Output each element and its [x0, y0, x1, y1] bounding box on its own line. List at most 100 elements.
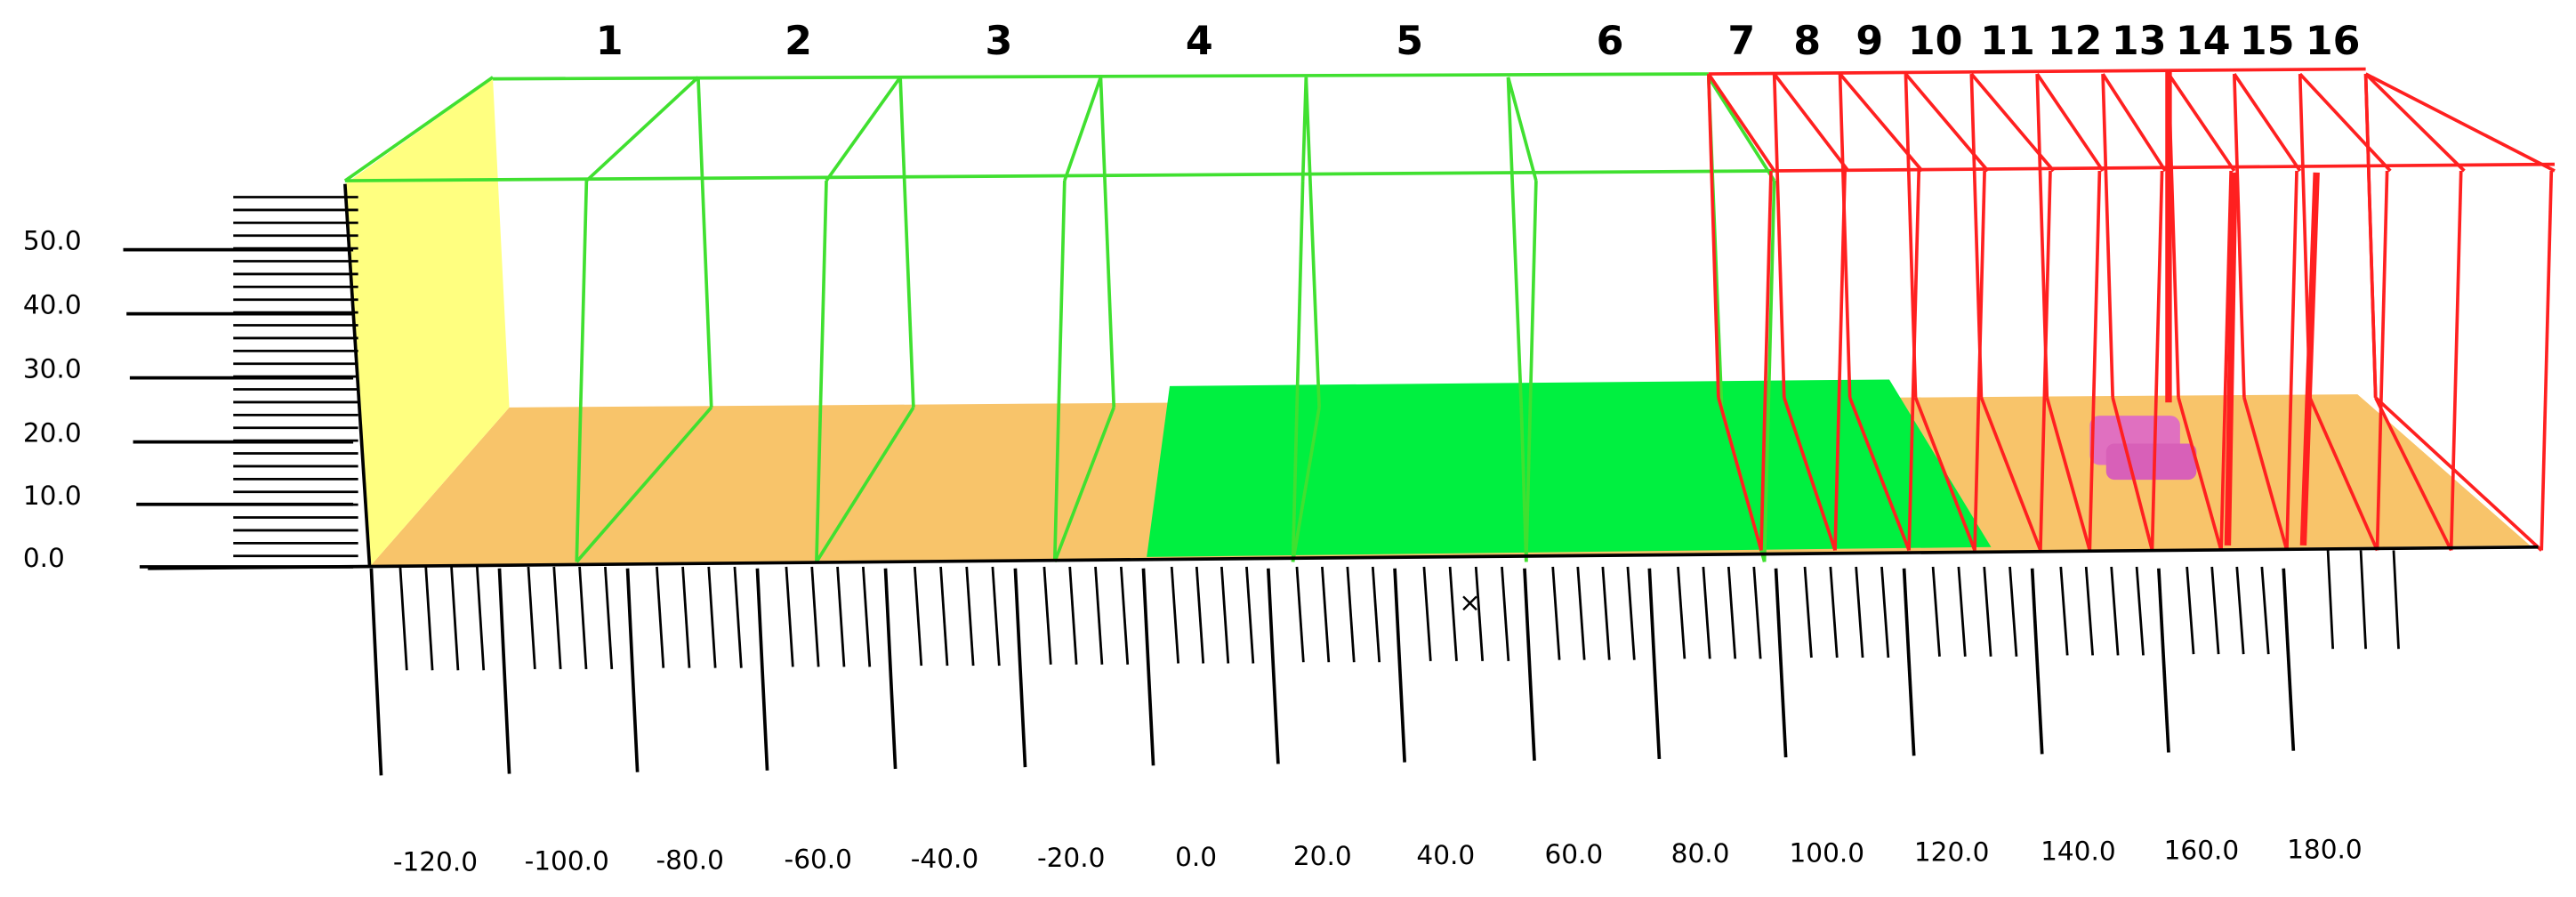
frame-edge: [1506, 77, 1538, 182]
x-minor-tick: [2260, 566, 2270, 655]
x-minor-tick: [1576, 566, 1586, 660]
x-minor-tick: [733, 566, 743, 668]
x-minor-tick: [1448, 566, 1458, 661]
frame-edge: [1762, 181, 1776, 562]
x-minor-tick: [1727, 566, 1737, 659]
frame-edge: [2374, 396, 2543, 552]
frame-edge: [1969, 74, 1984, 398]
x-minor-tick: [1474, 566, 1485, 661]
x-minor-tick: [1170, 566, 1180, 664]
x-major-tick: [2282, 568, 2296, 751]
x-minor-tick: [1855, 566, 1864, 659]
x-minor-tick: [2359, 550, 2367, 650]
bay-label: 8: [1793, 19, 1821, 64]
frame-edge: [2299, 172, 2320, 546]
y-tick-label: 10.0: [23, 481, 82, 511]
x-minor-tick: [1752, 566, 1762, 659]
x-major-tick: [497, 568, 511, 774]
pink-block: [2105, 443, 2197, 481]
frame-edge: [1707, 76, 1776, 182]
bay-label: 5: [1396, 19, 1423, 64]
x-minor-tick: [810, 566, 820, 667]
bay-label: 6: [1597, 19, 1624, 64]
frame-edge: [1506, 77, 1524, 408]
x-tick-label: 160.0: [2164, 836, 2240, 866]
axes: [123, 183, 2539, 776]
x-minor-tick: [1220, 566, 1230, 664]
x-tick-label: -60.0: [785, 844, 852, 875]
x-minor-tick: [604, 566, 614, 670]
frame-edge: [1783, 397, 1837, 552]
x-minor-tick: [1119, 566, 1130, 665]
frame-edge: [2364, 72, 2556, 173]
frame-edge: [1717, 397, 1763, 551]
frame-edge: [1772, 74, 1786, 398]
frame-edge: [1707, 73, 1776, 173]
frame-edge: [696, 77, 713, 408]
frame-edge: [1291, 181, 1305, 562]
x-minor-tick: [1422, 566, 1432, 661]
x-minor-tick: [1068, 566, 1078, 665]
frame-edge: [1759, 170, 1773, 551]
x-minor-tick: [1551, 566, 1561, 660]
x-minor-tick: [2084, 566, 2095, 656]
x-minor-tick: [2186, 566, 2195, 655]
origin-marker: ×: [1459, 587, 1481, 618]
frame-edge: [585, 76, 700, 182]
frame-edge: [2219, 170, 2233, 551]
x-tick-label: 0.0: [1175, 842, 1217, 872]
x-minor-tick: [552, 566, 562, 670]
x-minor-tick: [1321, 566, 1331, 663]
x-minor-tick: [656, 566, 665, 668]
bay-label: 13: [2112, 19, 2167, 64]
frame-edge: [2177, 397, 2223, 551]
x-minor-tick: [2210, 566, 2220, 655]
bay-label: 12: [2048, 19, 2103, 64]
frame-edge: [898, 77, 915, 408]
x-minor-tick: [527, 566, 536, 670]
x-tick-label: 60.0: [1544, 839, 1603, 869]
x-minor-tick: [1983, 566, 1992, 657]
bay-label: 10: [1908, 19, 1963, 64]
x-minor-tick: [1371, 566, 1381, 663]
x-tick-label: -80.0: [656, 845, 723, 876]
x-minor-tick: [1829, 566, 1839, 659]
bay-label: 3: [986, 19, 1013, 64]
frame-edge: [575, 181, 589, 562]
x-major-tick: [1647, 568, 1662, 760]
x-tick-label: 120.0: [1914, 836, 1990, 867]
x-major-tick: [369, 568, 383, 776]
frame-edge: [2088, 170, 2102, 551]
frame-edge: [2045, 397, 2092, 551]
frame-edge: [1052, 181, 1067, 562]
y-tick-label: 50.0: [23, 226, 82, 256]
frame-edge: [1706, 74, 1720, 398]
x-axis: [148, 545, 2539, 570]
x-minor-tick: [1931, 566, 1941, 657]
x-tick-label: 80.0: [1671, 838, 1730, 869]
frames: [343, 67, 2556, 563]
bay-label: 15: [2240, 19, 2295, 64]
y-tick-label: 20.0: [23, 418, 82, 448]
y-tick-label: 30.0: [23, 354, 82, 384]
frame-edge: [2150, 170, 2164, 551]
frame-edge: [575, 406, 713, 563]
x-minor-tick: [2235, 566, 2245, 655]
x-minor-tick: [939, 566, 949, 667]
frame-edge: [2242, 397, 2289, 551]
frame-edge: [343, 76, 495, 182]
x-tick-label: 20.0: [1293, 841, 1352, 871]
frame-edge: [2035, 74, 2049, 398]
x-minor-tick: [1094, 566, 1104, 665]
x-minor-tick: [707, 566, 717, 668]
x-tick-label: -120.0: [393, 846, 478, 877]
frame-edge: [2540, 170, 2554, 551]
x-minor-tick: [1702, 566, 1711, 659]
x-minor-tick: [1245, 566, 1255, 664]
left-wall: [344, 78, 510, 567]
frame-edge: [2375, 170, 2389, 551]
frame-edge: [815, 181, 828, 562]
x-minor-tick: [1677, 566, 1686, 659]
